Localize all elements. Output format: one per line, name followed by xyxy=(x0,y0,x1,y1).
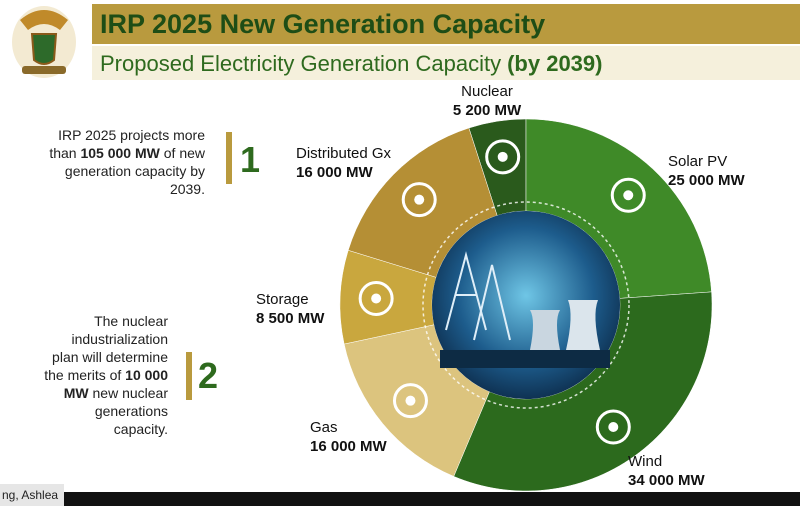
subtitle: Proposed Electricity Generation Capacity… xyxy=(100,51,602,76)
note-line: IRP 2025 projects more xyxy=(58,127,205,143)
emblem xyxy=(12,6,76,78)
category-label: Nuclear xyxy=(461,83,513,100)
slice-icon xyxy=(358,280,394,316)
slice-icon-core xyxy=(623,190,634,201)
center-image xyxy=(422,201,630,409)
participant-name: ng, Ashlea xyxy=(2,488,58,502)
slice-icon xyxy=(595,409,631,445)
note-line: MW new nuclear xyxy=(64,385,169,401)
note-emphasis: MW xyxy=(64,385,90,401)
slice-icon xyxy=(401,182,437,218)
note-emphasis: 105 000 MW xyxy=(80,145,160,161)
slice-icon-core xyxy=(414,194,425,205)
category-label: Solar PV xyxy=(668,153,727,170)
title: IRP 2025 New Generation Capacity xyxy=(100,9,545,39)
participant-strip xyxy=(0,492,800,506)
note-text: than xyxy=(49,145,80,161)
slice-icon-core xyxy=(497,151,508,162)
slice-icon-core xyxy=(371,293,382,304)
note-1: IRP 2025 projects more than 105 000 MW o… xyxy=(49,127,206,197)
participant-tag xyxy=(0,484,64,506)
note-2: The nuclear industrialization plan will … xyxy=(44,313,168,437)
subtitle-emphasis: (by 2039) xyxy=(507,51,602,76)
title-bar xyxy=(92,4,800,44)
note-text: of new xyxy=(160,145,206,161)
note-number: 1 xyxy=(240,139,260,180)
note-bar xyxy=(226,132,232,184)
category-label: Distributed Gx xyxy=(296,145,392,162)
subtitle-bar xyxy=(92,46,800,80)
note-text: the merits of xyxy=(44,367,125,383)
value-label: 8 500 MW xyxy=(256,310,325,327)
slice-icon-core xyxy=(608,421,619,432)
slice-icon xyxy=(610,177,646,213)
note-bar xyxy=(186,352,192,400)
note-line: 2039. xyxy=(170,181,205,197)
note-line: plan will determine xyxy=(52,349,168,365)
donut-chart xyxy=(339,118,713,492)
subtitle-text: Proposed Electricity Generation Capacity xyxy=(100,51,501,76)
value-label: 5 200 MW xyxy=(453,102,522,119)
note-number: 2 xyxy=(198,355,218,396)
value-label: 16 000 MW xyxy=(310,438,388,455)
note-line: generation capacity by xyxy=(65,163,205,179)
note-line: industrialization xyxy=(72,331,169,347)
value-label: 16 000 MW xyxy=(296,164,374,181)
value-label: 25 000 MW xyxy=(668,172,746,189)
category-label: Storage xyxy=(256,291,309,308)
slice-icon-core xyxy=(405,395,416,406)
note-line: The nuclear xyxy=(94,313,168,329)
note-line: capacity. xyxy=(114,421,168,437)
slice-icon xyxy=(392,383,428,419)
slice-icon xyxy=(485,139,521,175)
note-line: generations xyxy=(95,403,168,419)
note-emphasis: 10 000 xyxy=(125,367,168,383)
note-text: new nuclear xyxy=(89,385,169,401)
category-label: Gas xyxy=(310,419,338,436)
value-label: 34 000 MW xyxy=(628,472,706,489)
note-line: the merits of 10 000 xyxy=(44,367,168,383)
category-label: Wind xyxy=(628,453,662,470)
note-line: than 105 000 MW of new xyxy=(49,145,206,161)
